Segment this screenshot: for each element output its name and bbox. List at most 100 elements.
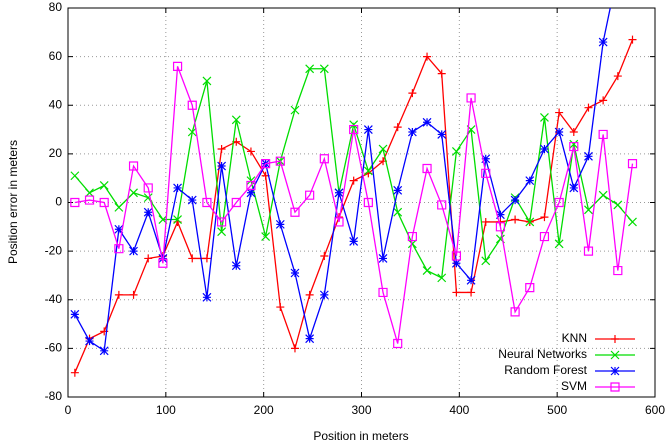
marker	[437, 200, 447, 210]
marker	[319, 290, 329, 300]
legend-marker	[610, 382, 620, 392]
legend-marker	[610, 366, 620, 376]
marker	[187, 195, 197, 205]
marker	[246, 176, 256, 186]
marker	[540, 213, 549, 222]
marker	[202, 292, 212, 302]
marker	[378, 253, 388, 263]
marker	[569, 139, 579, 149]
marker	[246, 180, 256, 191]
marker	[349, 176, 358, 185]
y-tick-label: -20	[45, 243, 63, 257]
marker	[99, 346, 109, 356]
marker	[129, 188, 138, 198]
plot-area	[70, 8, 638, 377]
marker	[84, 195, 95, 205]
marker	[216, 217, 227, 227]
marker	[510, 307, 520, 317]
marker	[114, 244, 124, 254]
series-line	[74, 39, 634, 373]
legend-label: SVM	[561, 379, 587, 393]
marker	[320, 251, 329, 260]
marker	[305, 190, 315, 200]
marker	[481, 256, 491, 266]
marker	[437, 273, 447, 283]
marker	[393, 338, 403, 349]
marker	[584, 205, 593, 215]
marker	[290, 105, 300, 115]
marker	[378, 144, 388, 154]
y-tick-label: -60	[45, 341, 63, 355]
marker	[378, 287, 388, 298]
series-line	[74, 66, 634, 344]
marker	[393, 123, 402, 132]
x-tick-label: 500	[547, 403, 567, 417]
marker	[305, 64, 315, 74]
y-tick-label: 80	[49, 0, 63, 14]
marker	[231, 197, 241, 208]
marker	[627, 159, 638, 169]
marker	[290, 344, 299, 353]
marker	[540, 112, 549, 122]
marker	[569, 127, 578, 136]
marker	[70, 171, 80, 181]
marker	[423, 52, 432, 61]
x-tick-label: 200	[254, 403, 274, 417]
marker	[158, 258, 168, 268]
marker	[217, 145, 226, 154]
marker	[393, 185, 403, 195]
marker	[70, 197, 80, 208]
marker	[467, 288, 476, 297]
marker	[525, 282, 535, 293]
marker	[569, 141, 579, 152]
x-tick-label: 400	[449, 403, 469, 417]
legend-label: KNN	[562, 331, 587, 345]
x-tick-label: 300	[351, 403, 371, 417]
marker	[451, 147, 461, 156]
marker	[187, 100, 197, 110]
marker	[275, 219, 285, 229]
marker	[407, 239, 417, 249]
marker	[599, 96, 608, 105]
marker	[70, 368, 79, 377]
marker	[129, 290, 138, 299]
legend-label: Random Forest	[504, 363, 587, 377]
plot-frame	[67, 7, 656, 398]
y-tick-label: 60	[49, 49, 63, 63]
x-axis-label: Position in meters	[313, 429, 408, 443]
marker	[554, 197, 564, 208]
marker	[334, 217, 344, 227]
marker	[217, 161, 227, 171]
marker	[202, 197, 212, 208]
marker	[276, 303, 285, 312]
marker	[466, 93, 476, 103]
legend-label: Neural Networks	[498, 347, 587, 361]
marker	[613, 265, 623, 276]
marker	[275, 156, 285, 166]
marker	[481, 154, 491, 164]
marker	[613, 200, 623, 210]
marker	[114, 202, 124, 212]
marker	[554, 127, 564, 137]
marker	[202, 76, 212, 86]
marker	[613, 72, 622, 81]
marker	[231, 261, 241, 271]
marker	[129, 246, 138, 256]
marker	[231, 115, 241, 125]
marker	[408, 89, 417, 98]
marker	[85, 336, 94, 346]
y-tick-label: 20	[49, 146, 63, 160]
marker	[363, 166, 373, 176]
marker	[217, 227, 227, 237]
marker	[598, 37, 608, 47]
marker	[525, 217, 535, 227]
marker	[290, 268, 300, 278]
marker	[540, 144, 549, 154]
marker	[114, 290, 123, 299]
marker	[187, 127, 197, 137]
marker	[422, 117, 432, 127]
marker	[114, 224, 124, 234]
marker	[144, 254, 153, 263]
marker	[539, 231, 550, 242]
